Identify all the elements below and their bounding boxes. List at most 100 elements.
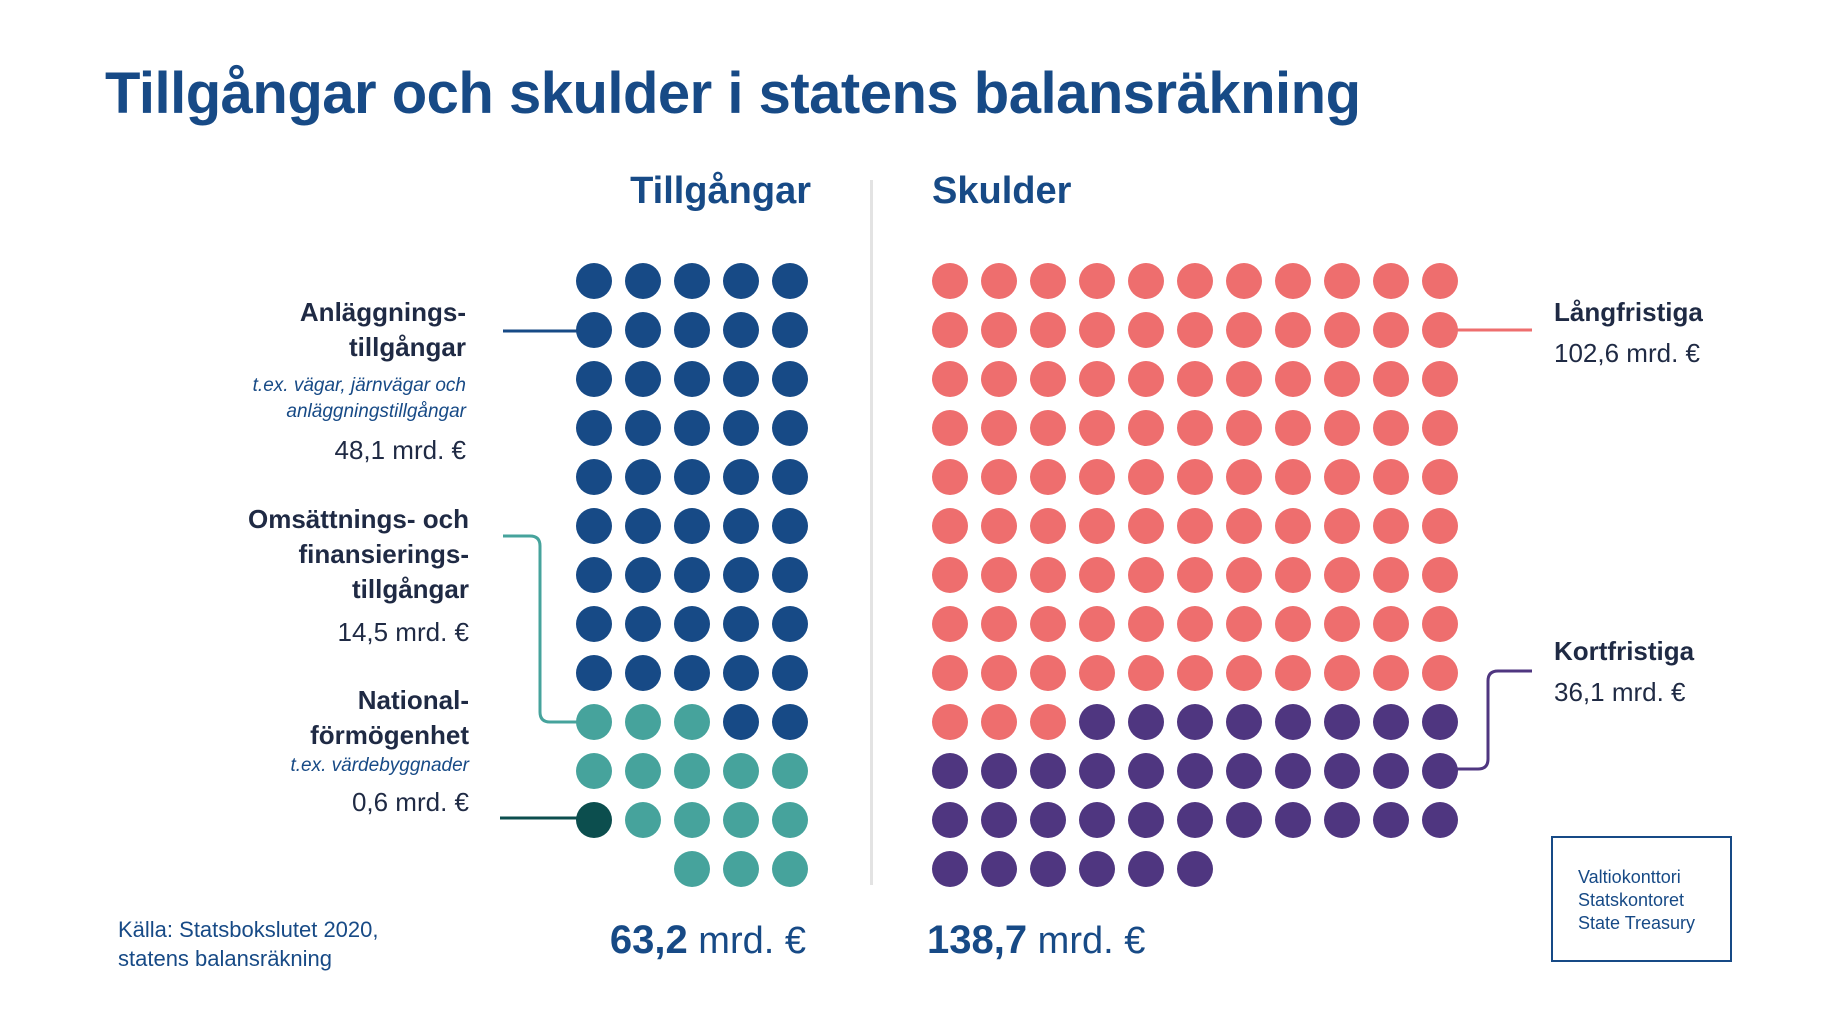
liability-dot-långfristiga xyxy=(1079,508,1115,544)
liability-dot-långfristiga xyxy=(1275,410,1311,446)
liability-dot-långfristiga xyxy=(1275,361,1311,397)
asset-dot-omsättnings-och-finansieringstillgångar xyxy=(625,753,661,789)
liabilities-waffle xyxy=(932,263,1458,887)
asset-dot-anläggningstillgångar xyxy=(625,606,661,642)
asset-dot-anläggningstillgångar xyxy=(674,361,710,397)
kortfristiga-label: Kortfristiga 36,1 mrd. € xyxy=(1554,634,1694,710)
liability-dot-långfristiga xyxy=(1079,312,1115,348)
liability-dot-långfristiga xyxy=(1373,655,1409,691)
anlaggning-example-line1: t.ex. vägar, järnvägar och xyxy=(252,375,466,396)
liability-dot-långfristiga xyxy=(1422,361,1458,397)
liability-dot-långfristiga xyxy=(1128,312,1164,348)
liability-dot-kortfristiga xyxy=(932,753,968,789)
liability-dot-långfristiga xyxy=(932,361,968,397)
asset-dot-anläggningstillgångar xyxy=(625,508,661,544)
liability-dot-långfristiga xyxy=(1128,263,1164,299)
liability-dot-långfristiga xyxy=(1226,263,1262,299)
asset-dot-anläggningstillgångar xyxy=(625,655,661,691)
liability-dot-kortfristiga xyxy=(1226,802,1262,838)
liability-dot-långfristiga xyxy=(1177,606,1213,642)
liability-dot-långfristiga xyxy=(1275,263,1311,299)
asset-dot-omsättnings-och-finansieringstillgångar xyxy=(772,851,808,887)
liability-dot-kortfristiga xyxy=(1226,753,1262,789)
national-label-line1: National- xyxy=(357,685,469,715)
liability-dot-långfristiga xyxy=(1275,557,1311,593)
liability-dot-långfristiga xyxy=(1030,606,1066,642)
asset-dot-anläggningstillgångar xyxy=(576,459,612,495)
langfristiga-title: Långfristiga xyxy=(1554,297,1703,327)
national-example: t.ex. värdebyggnader xyxy=(290,755,469,776)
liability-dot-långfristiga xyxy=(981,312,1017,348)
liability-dot-långfristiga xyxy=(1324,312,1360,348)
liability-dot-långfristiga xyxy=(981,508,1017,544)
omsattning-label-line1: Omsättnings- och xyxy=(247,504,469,534)
national-label-line2: förmögenhet xyxy=(310,720,469,750)
liability-dot-långfristiga xyxy=(981,655,1017,691)
liability-dot-kortfristiga xyxy=(1030,753,1066,789)
logo-line1: Valtiokonttori xyxy=(1578,867,1681,887)
asset-dot-omsättnings-och-finansieringstillgångar xyxy=(723,851,759,887)
liability-dot-kortfristiga xyxy=(1226,704,1262,740)
liability-dot-långfristiga xyxy=(1226,361,1262,397)
liability-dot-långfristiga xyxy=(1373,459,1409,495)
asset-dot-anläggningstillgångar xyxy=(576,606,612,642)
asset-dot-omsättnings-och-finansieringstillgångar xyxy=(674,704,710,740)
asset-dot-omsättnings-och-finansieringstillgångar xyxy=(723,802,759,838)
liability-dot-kortfristiga xyxy=(1177,704,1213,740)
liability-dot-långfristiga xyxy=(1030,459,1066,495)
asset-dot-anläggningstillgångar xyxy=(772,655,808,691)
liability-dot-långfristiga xyxy=(1422,410,1458,446)
liability-dot-långfristiga xyxy=(1324,557,1360,593)
liability-dot-långfristiga xyxy=(932,655,968,691)
asset-dot-anläggningstillgångar xyxy=(723,655,759,691)
liability-dot-långfristiga xyxy=(932,508,968,544)
source-line1: Källa: Statsbokslutet 2020, xyxy=(118,917,379,942)
liability-dot-långfristiga xyxy=(1373,361,1409,397)
liability-dot-kortfristiga xyxy=(1079,704,1115,740)
asset-dot-anläggningstillgångar xyxy=(723,312,759,348)
liability-dot-kortfristiga xyxy=(1275,802,1311,838)
state-treasury-logo: Valtiokonttori Statskontoret State Treas… xyxy=(1551,836,1732,962)
liability-dot-långfristiga xyxy=(1030,508,1066,544)
asset-dot-omsättnings-och-finansieringstillgångar xyxy=(674,802,710,838)
liability-dot-långfristiga xyxy=(981,263,1017,299)
asset-dot-omsättnings-och-finansieringstillgångar xyxy=(674,851,710,887)
page-title: Tillgångar och skulder i statens balansr… xyxy=(105,61,1361,126)
liability-dot-långfristiga xyxy=(1226,606,1262,642)
asset-dot-anläggningstillgångar xyxy=(723,557,759,593)
kortfristiga-title: Kortfristiga xyxy=(1554,636,1695,666)
assets-waffle xyxy=(576,263,808,887)
asset-dot-omsättnings-och-finansieringstillgångar xyxy=(625,704,661,740)
liability-dot-långfristiga xyxy=(981,606,1017,642)
asset-dot-anläggningstillgångar xyxy=(625,557,661,593)
asset-dot-anläggningstillgångar xyxy=(576,410,612,446)
liability-dot-kortfristiga xyxy=(1422,753,1458,789)
assets-total: 63,2 mrd. € xyxy=(610,918,806,963)
asset-dot-omsättnings-och-finansieringstillgångar xyxy=(772,802,808,838)
liability-dot-långfristiga xyxy=(1079,655,1115,691)
liability-dot-kortfristiga xyxy=(1079,802,1115,838)
langfristiga-label: Långfristiga 102,6 mrd. € xyxy=(1554,295,1703,371)
asset-dot-anläggningstillgångar xyxy=(772,410,808,446)
asset-dot-omsättnings-och-finansieringstillgångar xyxy=(674,753,710,789)
liability-dot-långfristiga xyxy=(1177,459,1213,495)
asset-dot-anläggningstillgångar xyxy=(674,606,710,642)
liability-dot-långfristiga xyxy=(932,557,968,593)
liability-dot-långfristiga xyxy=(1373,410,1409,446)
asset-dot-anläggningstillgångar xyxy=(723,459,759,495)
asset-dot-anläggningstillgångar xyxy=(772,263,808,299)
asset-dot-omsättnings-och-finansieringstillgångar xyxy=(723,753,759,789)
anlaggning-label-line1: Anläggnings- xyxy=(299,297,466,327)
asset-dot-anläggningstillgångar xyxy=(674,410,710,446)
liability-dot-långfristiga xyxy=(932,459,968,495)
asset-dot-anläggningstillgångar xyxy=(772,606,808,642)
anlaggning-label: Anläggnings- tillgångar t.ex. vägar, jär… xyxy=(253,295,466,468)
liability-dot-kortfristiga xyxy=(1422,704,1458,740)
liability-dot-långfristiga xyxy=(1324,508,1360,544)
liability-dot-långfristiga xyxy=(932,263,968,299)
liability-dot-långfristiga xyxy=(1422,263,1458,299)
liability-dot-kortfristiga xyxy=(932,851,968,887)
national-label: National- förmögenhet t.ex. värdebyggnad… xyxy=(290,683,469,820)
kortfristiga-value: 36,1 mrd. € xyxy=(1554,677,1686,707)
liability-dot-kortfristiga xyxy=(1079,851,1115,887)
